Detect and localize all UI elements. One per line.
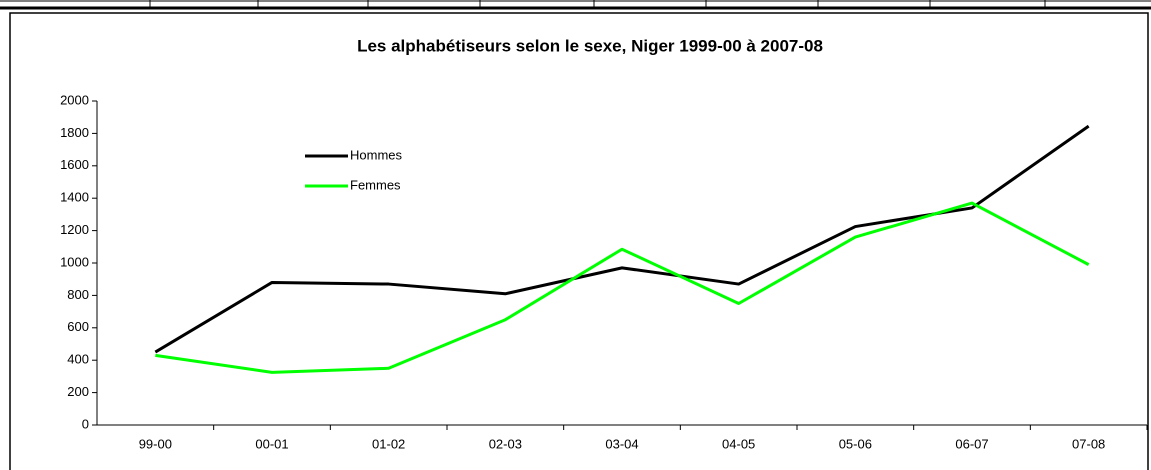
x-tick-label: 00-01 [255, 436, 288, 451]
y-tick-label: 1000 [60, 254, 89, 269]
line-series [155, 201, 1090, 374]
x-tick-label: 07-08 [1072, 436, 1105, 451]
chart-title: Les alphabétiseurs selon le sexe, Niger … [357, 36, 823, 55]
x-tick-label: 01-02 [372, 436, 405, 451]
x-tick-label: 05-06 [839, 436, 872, 451]
y-tick-label: 600 [67, 319, 89, 334]
y-tick-label: 200 [67, 384, 89, 399]
y-tick-label: 0 [82, 416, 89, 431]
y-tick-label: 400 [67, 352, 89, 367]
legend-label: Femmes [350, 177, 401, 192]
legend-label: Hommes [350, 147, 403, 162]
y-tick-label: 800 [67, 287, 89, 302]
y-tick-label: 1200 [60, 222, 89, 237]
line-series [154, 124, 1090, 354]
chart-border [9, 12, 1149, 470]
y-tick-label: 1400 [60, 190, 89, 205]
y-tick-label: 1600 [60, 157, 89, 172]
y-tick-label: 1800 [60, 125, 89, 140]
y-tick-label: 2000 [60, 92, 89, 107]
x-tick-label: 04-05 [722, 436, 755, 451]
table-strip [0, 0, 1151, 10]
x-tick-label: 02-03 [489, 436, 522, 451]
x-tick-label: 99-00 [139, 436, 172, 451]
x-tick-label: 06-07 [955, 436, 988, 451]
x-tick-label: 03-04 [605, 436, 638, 451]
